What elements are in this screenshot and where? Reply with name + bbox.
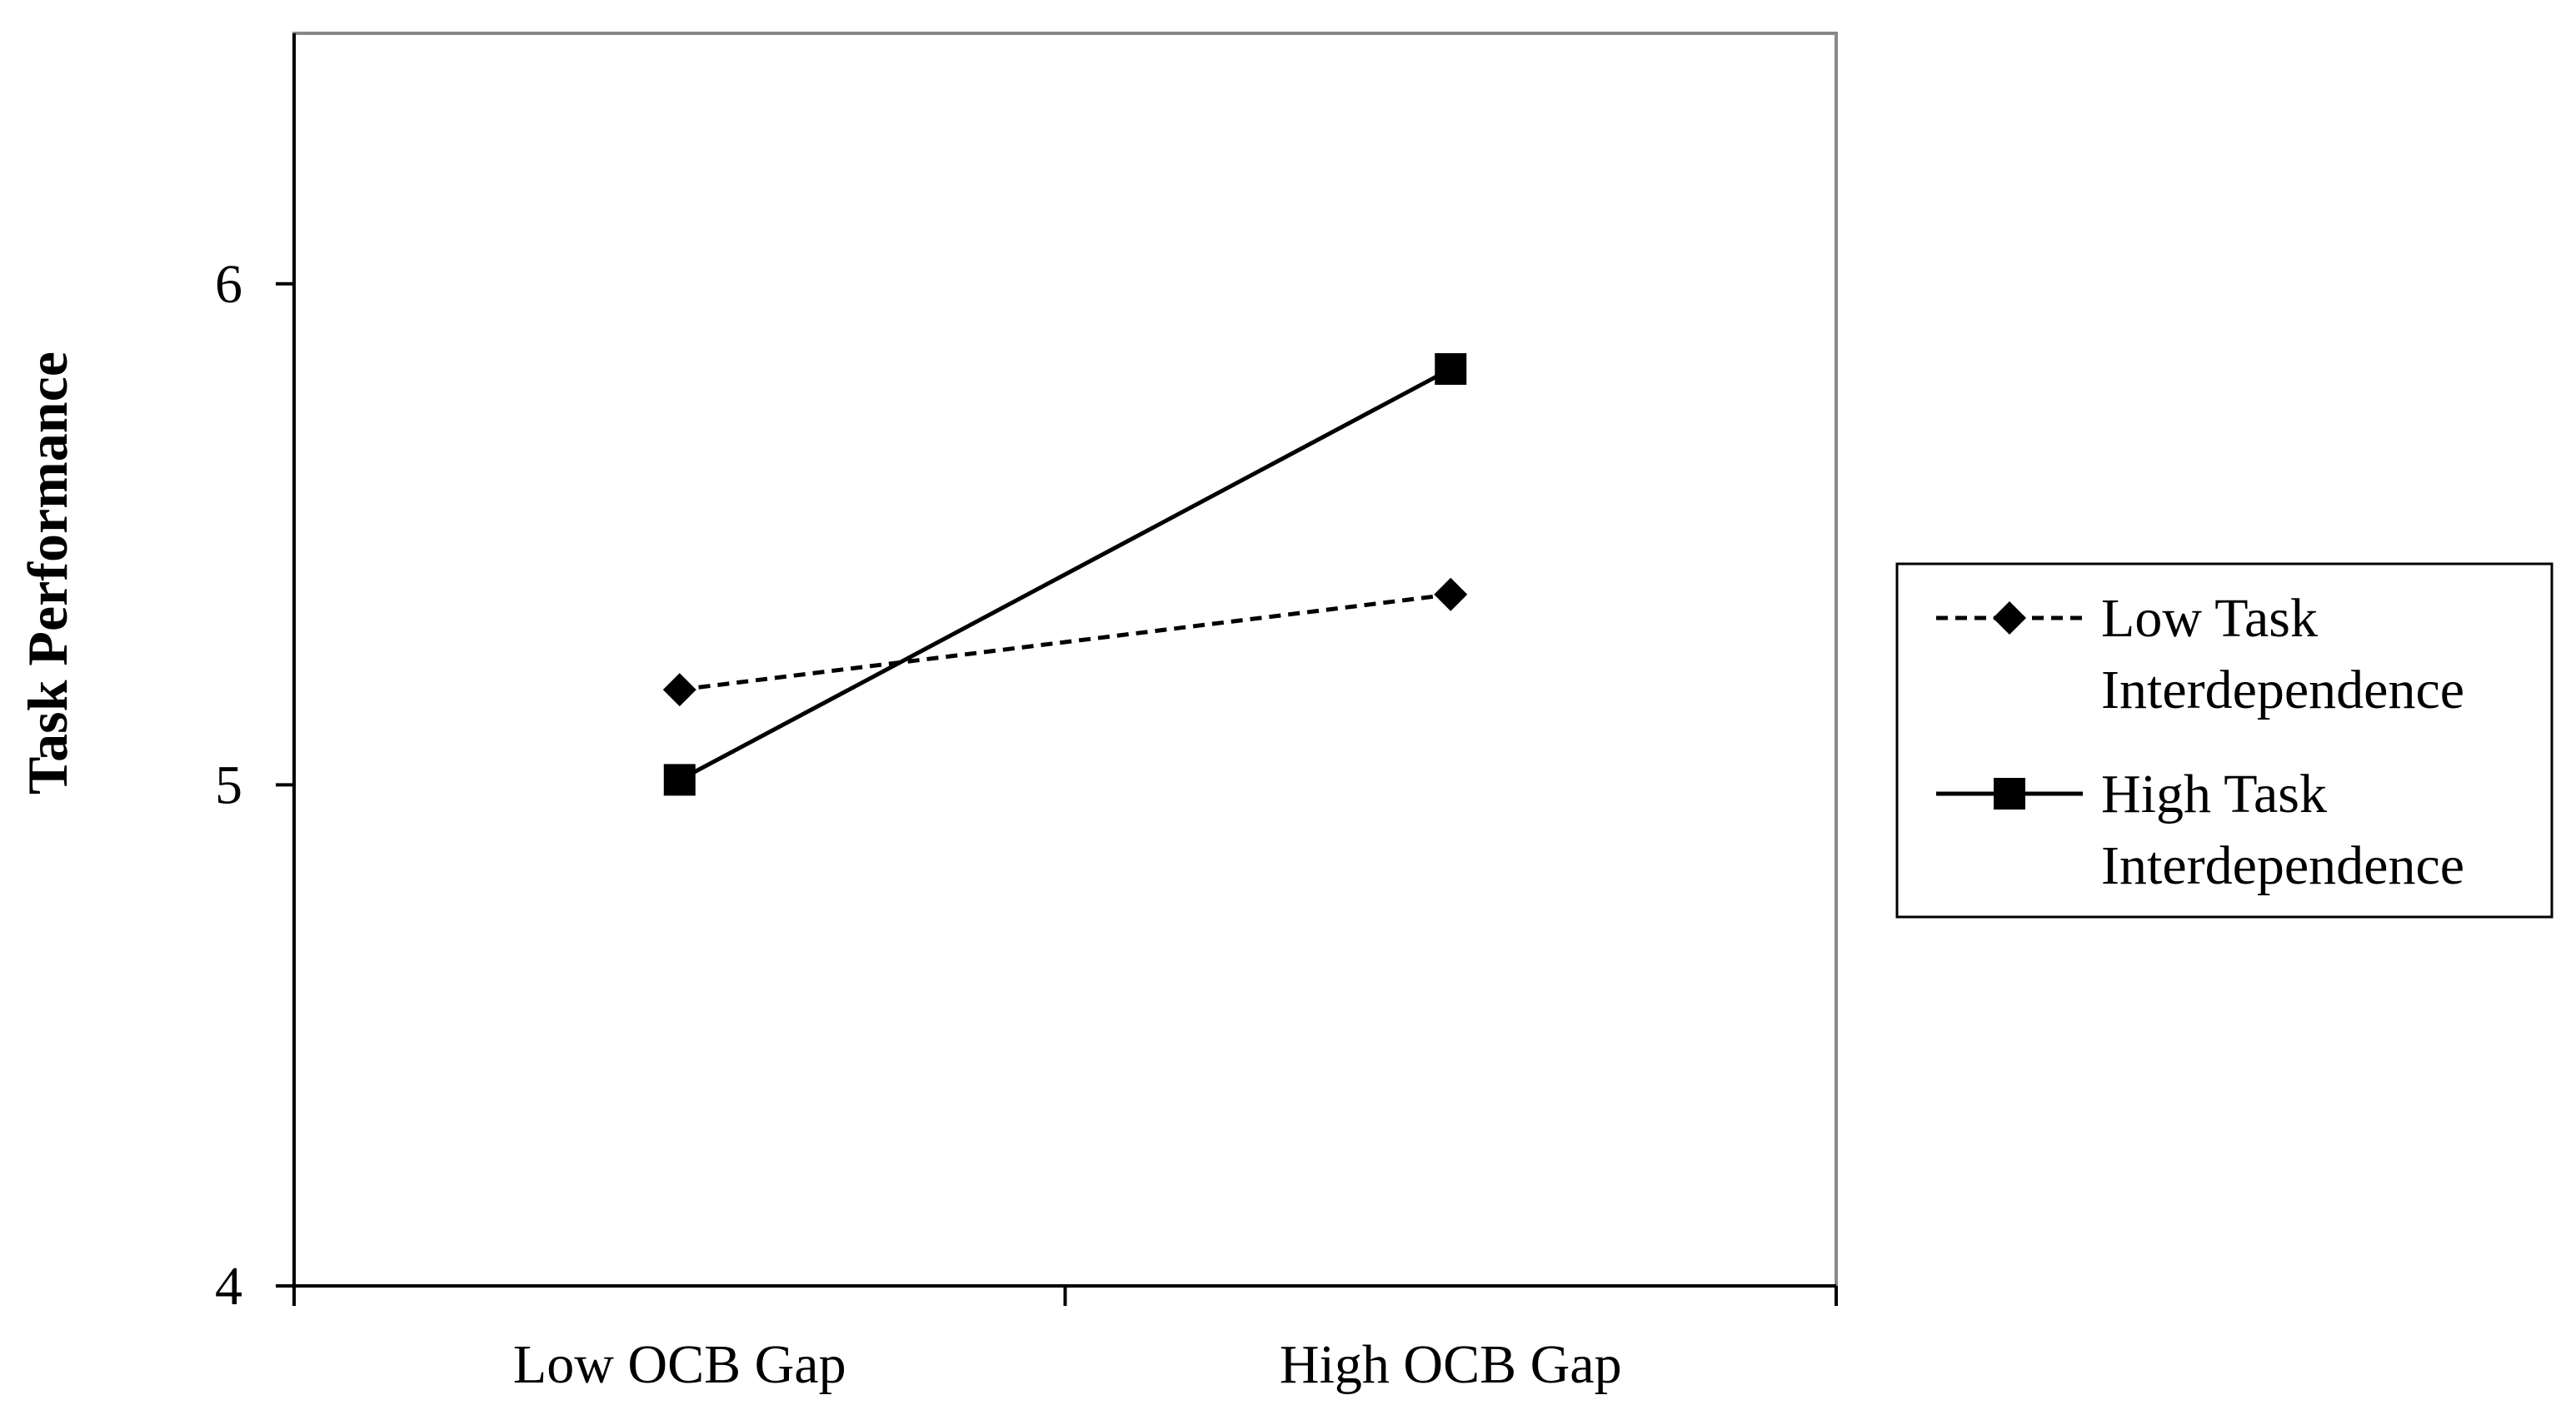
legend-label-0-0: Low Task bbox=[2101, 588, 2318, 649]
legend-label-0-1: Interdependence bbox=[2101, 660, 2464, 720]
y-tick-label-6: 6 bbox=[215, 254, 242, 315]
legend-label-1-0: High Task bbox=[2101, 764, 2327, 825]
y-tick-label-5: 5 bbox=[215, 755, 242, 815]
x-tick-label-1: High OCB Gap bbox=[1280, 1334, 1622, 1395]
x-tick-label-0: Low OCB Gap bbox=[513, 1334, 846, 1395]
data-point-1-1 bbox=[1435, 353, 1467, 386]
legend-marker-0 bbox=[1993, 601, 2026, 635]
data-point-1-0 bbox=[663, 764, 696, 796]
series-line-1 bbox=[678, 366, 1452, 782]
series-line-0 bbox=[679, 592, 1451, 692]
plot-area bbox=[292, 32, 1838, 1288]
legend: Low Task Interdependence High Task Interdep… bbox=[1895, 562, 2554, 919]
data-point-0-0 bbox=[662, 673, 696, 707]
y-axis-title: Task Performance bbox=[16, 351, 79, 795]
legend-marker-1 bbox=[1994, 778, 2025, 810]
data-point-0-1 bbox=[1434, 577, 1468, 611]
legend-label-1-1: Interdependence bbox=[2101, 835, 2464, 896]
y-tick-label-4: 4 bbox=[215, 1256, 242, 1317]
